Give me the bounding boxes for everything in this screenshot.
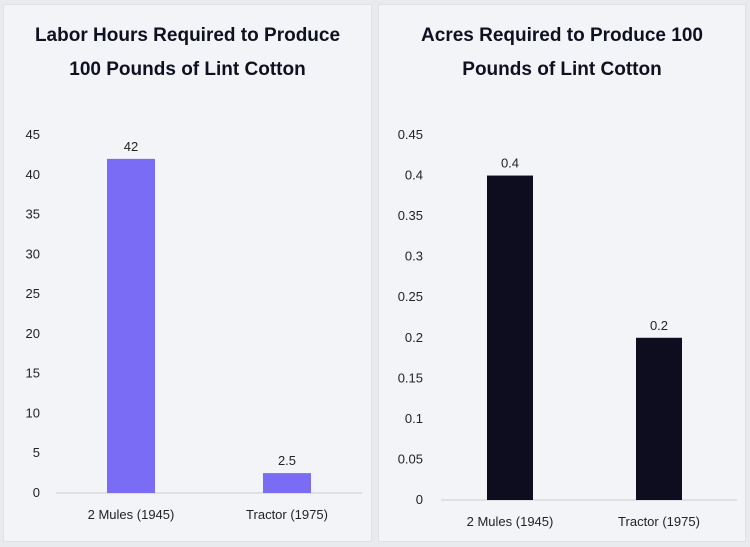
y-tick-label: 0.15 <box>398 370 423 385</box>
y-tick-label: 0.2 <box>405 330 423 345</box>
y-tick-label: 25 <box>26 286 40 301</box>
y-tick-label: 40 <box>26 167 40 182</box>
y-tick-label: 0.35 <box>398 208 423 223</box>
y-tick-label: 0.25 <box>398 289 423 304</box>
chart-title: Acres Required to Produce 100 Pounds of … <box>421 25 703 80</box>
y-tick-label: 0.3 <box>405 249 423 264</box>
bar <box>107 158 155 493</box>
y-tick-label: 5 <box>33 445 40 460</box>
acres-chart-panel: Acres Required to Produce 100 Pounds of … <box>378 4 746 542</box>
y-tick-label: 0.05 <box>398 451 423 466</box>
y-tick-label: 30 <box>26 246 40 261</box>
y-tick-label: 35 <box>26 207 40 222</box>
x-category-label: Tractor (1975) <box>618 514 700 529</box>
y-tick-label: 45 <box>26 127 40 142</box>
labor-hours-chart: 0 5 10 15 20 25 30 35 40 45 42 2 Mules (1945) 2.5 Tra… <box>26 127 362 522</box>
chart-title: Labor Hours Required to Produce 100 Poun… <box>34 25 341 80</box>
bar <box>263 473 311 493</box>
y-tick-label: 10 <box>26 405 40 420</box>
acres-chart: 0 0.05 0.1 0.15 0.2 0.25 0.3 0.35 0.4 0.45 0.4 2 Mu… <box>398 127 737 529</box>
labor-hours-chart-panel: Labor Hours Required to Produce 100 Poun… <box>3 4 372 542</box>
y-tick-label: 0.1 <box>405 411 423 426</box>
x-category-label: Tractor (1975) <box>246 507 328 522</box>
y-tick-label: 20 <box>26 326 40 341</box>
y-tick-label: 15 <box>26 366 40 381</box>
data-label: 0.4 <box>501 156 519 171</box>
y-tick-label: 0 <box>416 492 423 507</box>
y-tick-label: 0.4 <box>405 168 423 183</box>
y-tick-label: 0 <box>33 485 40 500</box>
bar <box>487 175 533 501</box>
x-category-label: 2 Mules (1945) <box>88 507 175 522</box>
data-label: 0.2 <box>650 318 668 333</box>
bar <box>636 337 682 500</box>
data-label: 2.5 <box>278 453 296 468</box>
x-category-label: 2 Mules (1945) <box>467 514 554 529</box>
y-tick-label: 0.45 <box>398 127 423 142</box>
data-label: 42 <box>124 139 138 154</box>
